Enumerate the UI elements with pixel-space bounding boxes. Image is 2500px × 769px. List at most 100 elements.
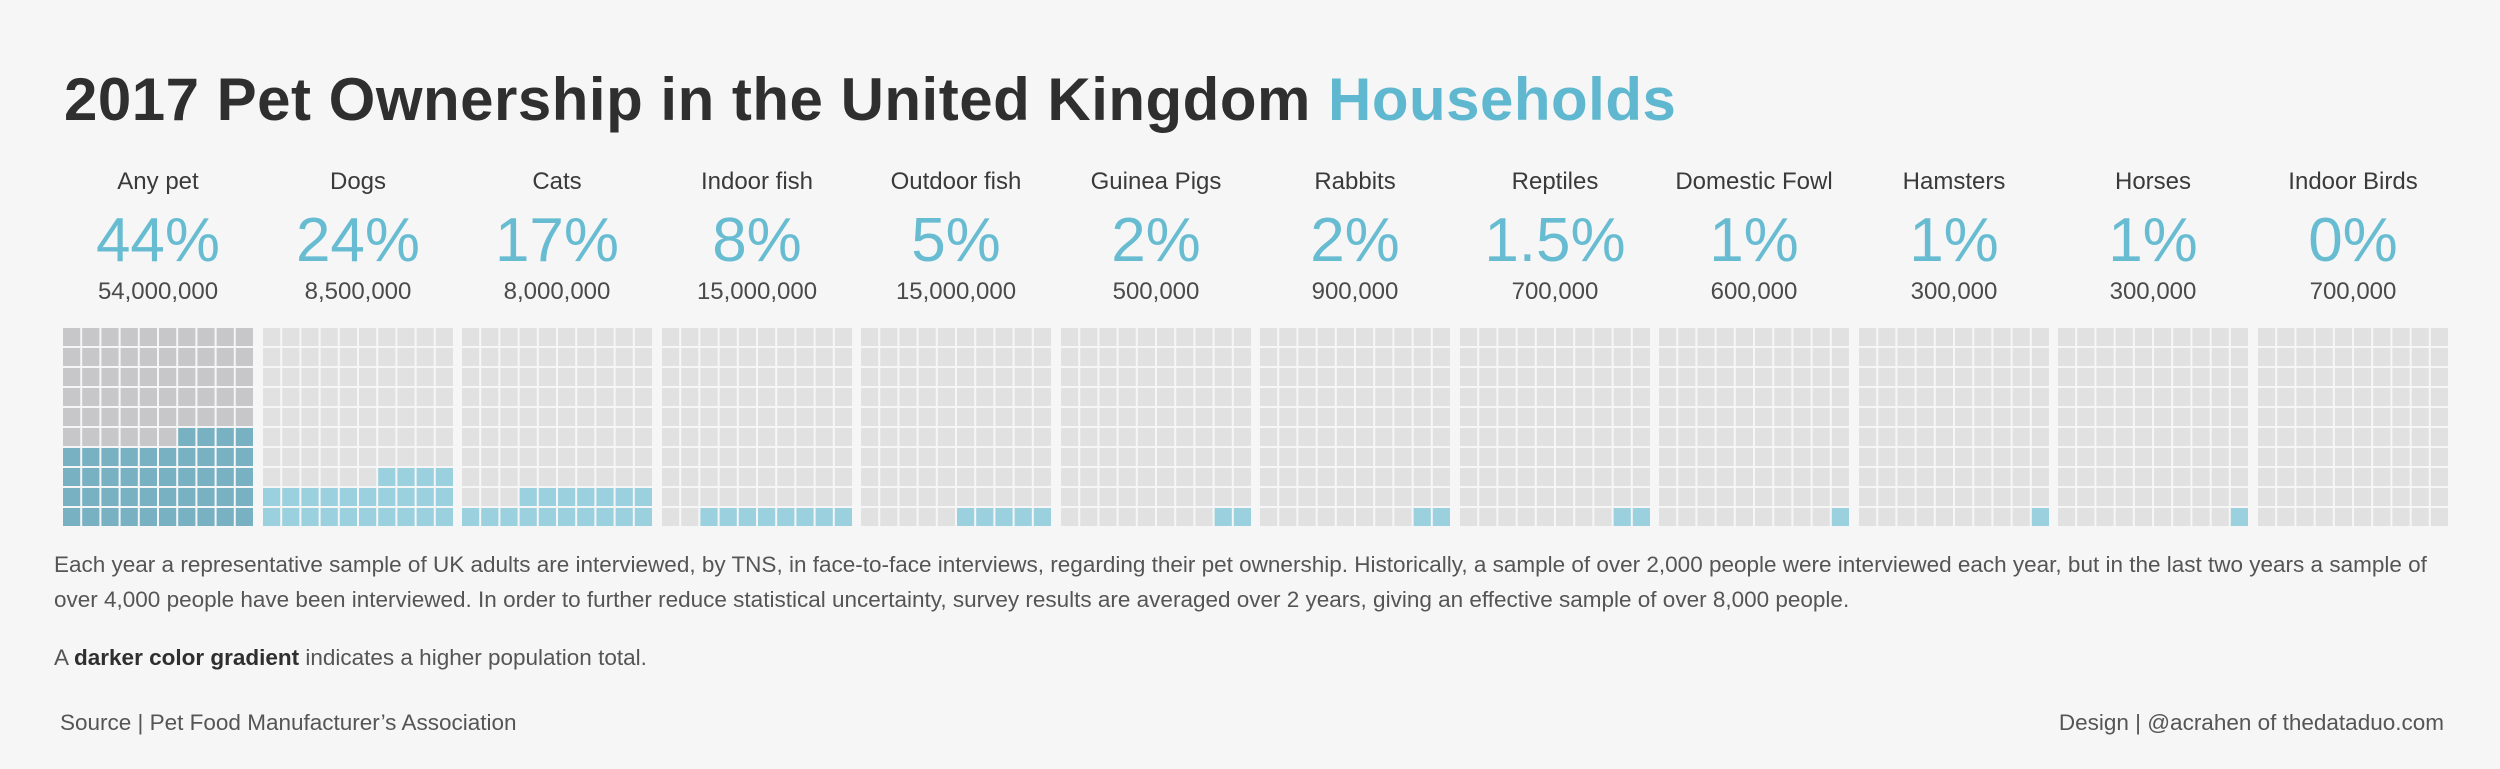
waffle-cell-empty — [2077, 328, 2095, 346]
waffle-cell-empty — [596, 368, 614, 386]
waffle-cell-empty — [378, 328, 396, 346]
waffle-cell-empty — [1080, 508, 1098, 526]
waffle-cell-empty — [1479, 328, 1497, 346]
color-note: A darker color gradient indicates a high… — [54, 640, 647, 675]
waffle-cell-empty — [577, 428, 595, 446]
waffle-cell-empty — [1517, 488, 1535, 506]
waffle-cell-empty — [1955, 408, 1973, 426]
waffle-cell-empty — [1195, 388, 1213, 406]
waffle-cell-empty — [615, 388, 633, 406]
waffle-cell-empty — [1394, 348, 1412, 366]
waffle-cell-empty — [2058, 448, 2076, 466]
waffle-cell-empty — [1517, 508, 1535, 526]
waffle-cell-empty — [538, 348, 556, 366]
waffle-cell-empty — [263, 388, 281, 406]
category-column: Hamsters 1% 300,000 — [1856, 170, 2052, 527]
waffle-cell-empty — [1716, 448, 1734, 466]
waffle-cell-empty — [2134, 388, 2152, 406]
waffle-cell-empty — [359, 448, 377, 466]
waffle-cell-filled — [615, 488, 633, 506]
waffle-cell-empty — [2258, 408, 2276, 426]
waffle-cell-empty — [937, 428, 955, 446]
category-column: Rabbits 2% 900,000 — [1257, 170, 1453, 527]
waffle-cell-empty — [1137, 408, 1155, 426]
waffle-cell-empty — [538, 448, 556, 466]
waffle-cell-empty — [435, 408, 453, 426]
waffle-cell-empty — [2077, 348, 2095, 366]
waffle-cell-empty — [216, 388, 234, 406]
waffle-cell-filled — [235, 508, 253, 526]
waffle-cell-empty — [101, 428, 119, 446]
waffle-cell-empty — [1176, 328, 1194, 346]
waffle-cell-empty — [2012, 388, 2030, 406]
waffle-cell-empty — [1993, 508, 2011, 526]
waffle-cell-filled — [435, 508, 453, 526]
waffle-cell-filled — [416, 468, 434, 486]
waffle-cell-empty — [2058, 468, 2076, 486]
waffle-cell-empty — [462, 428, 480, 446]
waffle-cell-empty — [2115, 488, 2133, 506]
waffle-cell-filled — [481, 508, 499, 526]
waffle-cell-empty — [1575, 408, 1593, 426]
waffle-cell-empty — [481, 408, 499, 426]
waffle-cell-empty — [2211, 448, 2229, 466]
waffle-cell-empty — [1498, 488, 1516, 506]
waffle-cell-empty — [1678, 488, 1696, 506]
waffle-cell-empty — [1594, 508, 1612, 526]
waffle-cell-empty — [2192, 468, 2210, 486]
waffle-cell-empty — [1793, 468, 1811, 486]
waffle-cell-empty — [1678, 348, 1696, 366]
waffle-cell-empty — [957, 368, 975, 386]
waffle-cell-empty — [1613, 388, 1631, 406]
waffle-cell-empty — [615, 368, 633, 386]
waffle-cell-empty — [159, 368, 177, 386]
waffle-cell-empty — [1118, 328, 1136, 346]
waffle-cell-empty — [1556, 368, 1574, 386]
waffle-cell-empty — [2192, 428, 2210, 446]
waffle-cell-empty — [339, 448, 357, 466]
waffle-cell-empty — [2258, 468, 2276, 486]
waffle-cell-empty — [1793, 368, 1811, 386]
waffle-cell-empty — [1632, 468, 1650, 486]
waffle-cell-empty — [1575, 388, 1593, 406]
waffle-cell-empty — [1375, 408, 1393, 426]
waffle-cell-empty — [2258, 508, 2276, 526]
waffle-cell-empty — [700, 448, 718, 466]
waffle-cell-empty — [197, 348, 215, 366]
waffle-cell-empty — [378, 368, 396, 386]
waffle-cell-filled — [82, 508, 100, 526]
waffle-cell-empty — [301, 408, 319, 426]
waffle-cell-empty — [2058, 388, 2076, 406]
waffle-cell-empty — [1594, 448, 1612, 466]
waffle-cell-filled — [416, 488, 434, 506]
waffle-cell-empty — [1118, 448, 1136, 466]
waffle-cell-filled — [700, 508, 718, 526]
waffle-cell-filled — [301, 508, 319, 526]
waffle-cell-empty — [719, 388, 737, 406]
waffle-cell-filled — [777, 508, 795, 526]
waffle-cell-empty — [120, 408, 138, 426]
waffle-cell-empty — [1336, 368, 1354, 386]
waffle-cell-empty — [880, 408, 898, 426]
waffle-cell-empty — [2134, 328, 2152, 346]
waffle-cell-empty — [2373, 508, 2391, 526]
waffle-cell-empty — [1613, 348, 1631, 366]
waffle-cell-empty — [1774, 328, 1792, 346]
waffle-cell-empty — [796, 448, 814, 466]
waffle-cell-empty — [416, 368, 434, 386]
waffle-cell-empty — [1279, 428, 1297, 446]
waffle-cell-empty — [1336, 508, 1354, 526]
waffle-cell-empty — [1974, 428, 1992, 446]
waffle-cell-filled — [558, 508, 576, 526]
waffle-cell-empty — [2031, 428, 2049, 446]
count-label: 700,000 — [1511, 278, 1599, 305]
waffle-cell-empty — [416, 348, 434, 366]
waffle-cell-filled — [719, 508, 737, 526]
waffle-cell-filled — [339, 508, 357, 526]
waffle-svg — [1460, 328, 1650, 526]
waffle-cell-empty — [159, 388, 177, 406]
waffle-cell-empty — [700, 348, 718, 366]
waffle-cell-empty — [1774, 448, 1792, 466]
waffle-cell-empty — [1517, 468, 1535, 486]
waffle-cell-empty — [2077, 448, 2095, 466]
